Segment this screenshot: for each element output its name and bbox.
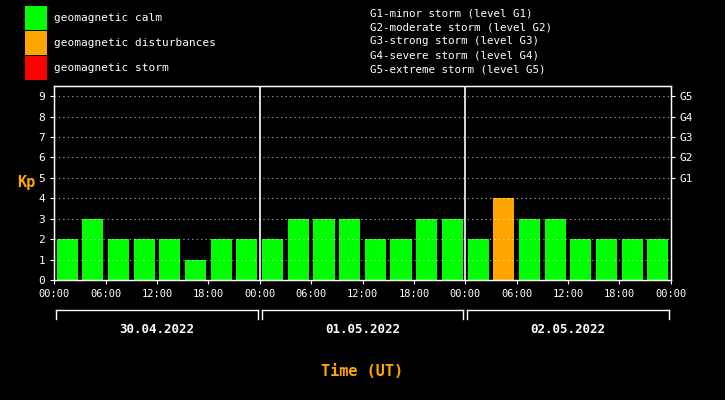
Bar <box>519 219 540 280</box>
Bar <box>493 198 514 280</box>
Bar <box>571 239 592 280</box>
Text: Time (UT): Time (UT) <box>321 364 404 380</box>
Bar <box>133 239 154 280</box>
Bar <box>108 239 129 280</box>
FancyBboxPatch shape <box>25 31 47 55</box>
FancyBboxPatch shape <box>25 56 47 80</box>
Bar <box>160 239 181 280</box>
Bar <box>442 219 463 280</box>
Text: G1-minor storm (level G1): G1-minor storm (level G1) <box>370 8 532 18</box>
Bar <box>647 239 668 280</box>
Text: 30.04.2022: 30.04.2022 <box>120 323 194 336</box>
Bar <box>621 239 642 280</box>
Bar <box>262 239 283 280</box>
Text: geomagnetic calm: geomagnetic calm <box>54 13 162 23</box>
Bar <box>57 239 78 280</box>
Bar <box>596 239 617 280</box>
Bar <box>83 219 104 280</box>
Bar <box>391 239 412 280</box>
Bar <box>185 260 206 280</box>
Text: G2-moderate storm (level G2): G2-moderate storm (level G2) <box>370 22 552 32</box>
Text: Kp: Kp <box>17 176 36 190</box>
Bar <box>211 239 232 280</box>
Text: G5-extreme storm (level G5): G5-extreme storm (level G5) <box>370 64 545 74</box>
Text: G3-strong storm (level G3): G3-strong storm (level G3) <box>370 36 539 46</box>
Text: 01.05.2022: 01.05.2022 <box>325 323 400 336</box>
Bar <box>313 219 334 280</box>
Bar <box>365 239 386 280</box>
Text: geomagnetic storm: geomagnetic storm <box>54 63 169 73</box>
Text: geomagnetic disturbances: geomagnetic disturbances <box>54 38 216 48</box>
Bar <box>236 239 257 280</box>
Bar <box>339 219 360 280</box>
Text: 02.05.2022: 02.05.2022 <box>531 323 605 336</box>
Bar <box>544 219 566 280</box>
Bar <box>468 239 489 280</box>
Bar <box>416 219 437 280</box>
Bar <box>288 219 309 280</box>
Text: G4-severe storm (level G4): G4-severe storm (level G4) <box>370 50 539 60</box>
FancyBboxPatch shape <box>25 6 47 30</box>
